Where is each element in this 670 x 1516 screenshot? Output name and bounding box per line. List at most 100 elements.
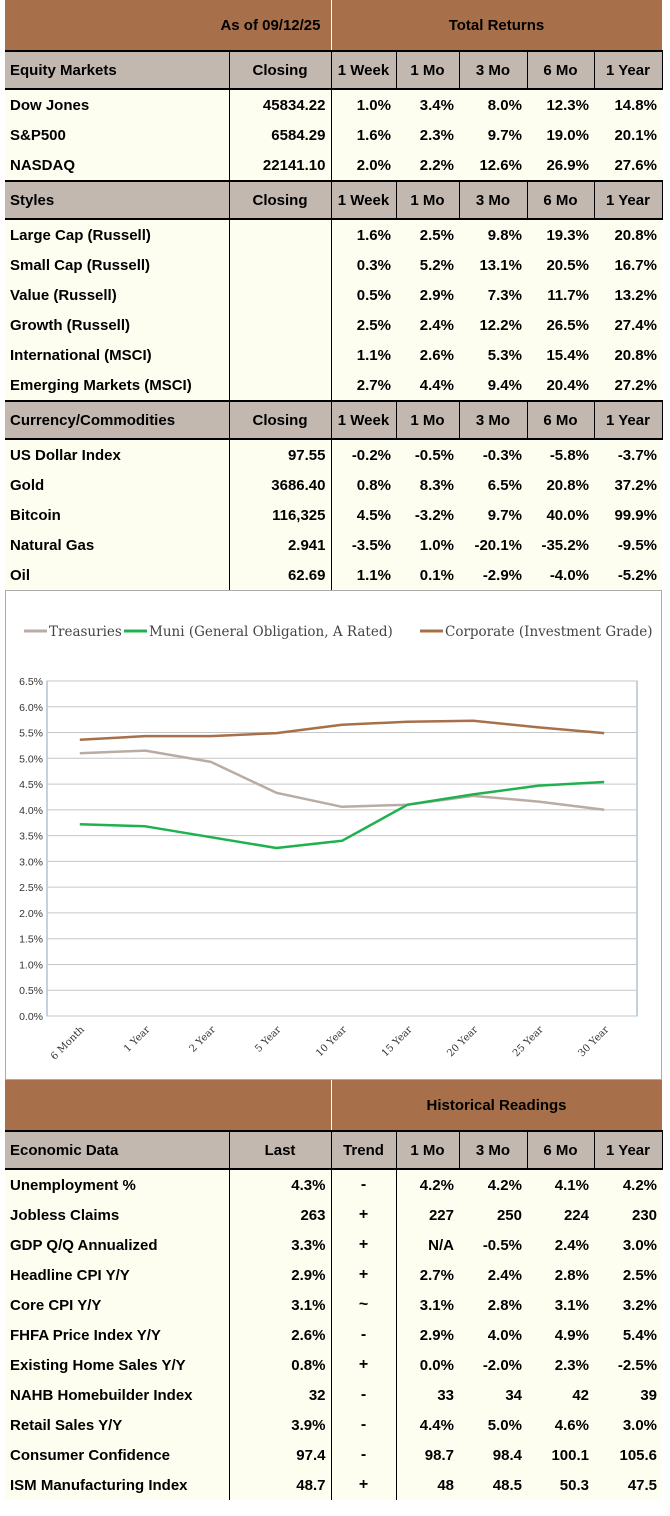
- table-row: Core CPI Y/Y 3.1% ~3.1% 2.8% 3.1% 3.2%: [5, 1290, 663, 1320]
- row-name: S&P500: [5, 120, 230, 150]
- historical-readings-table: Historical Readings Economic Data Last Tren…: [5, 1080, 663, 1500]
- banner-blank: [5, 1080, 332, 1131]
- historical-value: 2.5%: [594, 1260, 663, 1290]
- table-row: ISM Manufacturing Index 48.7 +48 48.5 50.3 47…: [5, 1470, 663, 1500]
- return-value: 0.1%: [396, 560, 459, 590]
- closing-header: Closing: [229, 50, 332, 90]
- return-value: -2.9%: [459, 560, 527, 590]
- row-name: Value (Russell): [5, 280, 230, 310]
- return-value: 7.3%: [459, 280, 527, 310]
- closing-value: [229, 219, 332, 250]
- return-value: 0.8%: [331, 470, 396, 500]
- x-tick-label: 2 Year: [188, 1024, 219, 1055]
- historical-value: N/A: [396, 1230, 459, 1260]
- table-row: Headline CPI Y/Y 2.9% +2.7% 2.4% 2.8% 2.5%: [5, 1260, 663, 1290]
- table-row: Jobless Claims 263 +227 250 224 230: [5, 1200, 663, 1230]
- row-name: Small Cap (Russell): [5, 250, 230, 280]
- table-row: GDP Q/Q Annualized 3.3% + N/A -0.5% 2.4% 3.0%: [5, 1230, 663, 1260]
- indicator-name: Consumer Confidence: [5, 1440, 230, 1470]
- period-header: 1 Mo: [396, 50, 460, 90]
- indicator-name: Retail Sales Y/Y: [5, 1410, 230, 1440]
- table-row: Bitcoin 116,325 4.5% -3.2% 9.7% 40.0% 99.9%: [5, 500, 662, 530]
- historical-value: 2.3%: [527, 1350, 594, 1380]
- trend-indicator: -: [331, 1320, 397, 1350]
- return-value: 6.5%: [459, 470, 527, 500]
- series-line-1: [79, 749, 605, 812]
- historical-value: 0.0%: [396, 1350, 459, 1380]
- indicator-name: Unemployment %: [5, 1169, 230, 1200]
- closing-value: 3686.40: [229, 470, 332, 500]
- trend-indicator: -: [331, 1380, 397, 1410]
- closing-header: Closing: [229, 180, 332, 220]
- historical-value: 224: [527, 1200, 594, 1230]
- historical-value: 2.7%: [396, 1260, 459, 1290]
- returns-banner: As of 09/12/25 Total Returns: [5, 0, 663, 51]
- row-name: Emerging Markets (MSCI): [5, 370, 230, 401]
- y-tick-label: 3.0%: [19, 856, 43, 868]
- historical-value: 42: [527, 1380, 594, 1410]
- y-tick-label: 6.5%: [19, 676, 43, 688]
- closing-value: [229, 370, 332, 401]
- closing-value: 2.941: [229, 530, 332, 560]
- historical-title: Historical Readings: [331, 1080, 663, 1131]
- period-header: 1 Year: [594, 400, 663, 440]
- return-value: 12.3%: [527, 89, 594, 120]
- period-header: 3 Mo: [459, 50, 528, 90]
- trend-indicator: +: [331, 1350, 397, 1380]
- return-value: 9.8%: [459, 219, 527, 250]
- return-value: 12.6%: [459, 150, 527, 181]
- return-value: 2.9%: [396, 280, 459, 310]
- period-header: 1 Week: [331, 400, 397, 440]
- section-header: Equity Markets Closing 1 Week 1 Mo 3 Mo 6 Mo 1…: [5, 50, 663, 90]
- historical-value: 98.7: [396, 1440, 459, 1470]
- return-value: 26.9%: [527, 150, 594, 181]
- last-value: 3.3%: [229, 1230, 332, 1260]
- return-value: 2.3%: [396, 120, 459, 150]
- indicator-name: Existing Home Sales Y/Y: [5, 1350, 230, 1380]
- return-value: 9.4%: [459, 370, 527, 401]
- historical-value: 5.4%: [594, 1320, 663, 1350]
- return-value: 27.2%: [594, 370, 662, 401]
- y-tick-label: 6.0%: [19, 702, 43, 714]
- y-tick-label: 4.5%: [19, 779, 43, 791]
- return-value: 2.6%: [396, 340, 459, 370]
- last-value: 4.3%: [229, 1169, 332, 1200]
- table-row: International (MSCI) 1.1% 2.6% 5.3% 15.4% 20.…: [5, 340, 662, 370]
- historical-value: 5.0%: [459, 1410, 527, 1440]
- return-value: -3.2%: [396, 500, 459, 530]
- table-row: Oil 62.69 1.1% 0.1% -2.9% -4.0% -5.2%: [5, 560, 662, 590]
- yield-curve-chart: Treasuries Muni (General Obligation, A Ra…: [5, 590, 662, 1080]
- historical-value: 2.8%: [527, 1260, 594, 1290]
- historical-value: 4.6%: [527, 1410, 594, 1440]
- last-value: 3.9%: [229, 1410, 332, 1440]
- indicator-name: Headline CPI Y/Y: [5, 1260, 230, 1290]
- section-title: Currency/Commodities: [5, 400, 230, 440]
- historical-value: 98.4: [459, 1440, 527, 1470]
- x-tick-label: 5 Year: [253, 1024, 284, 1055]
- report: As of 09/12/25 Total Returns Equity Market…: [5, 0, 663, 1500]
- historical-value: 3.1%: [527, 1290, 594, 1320]
- economic-data-header: Economic Data: [5, 1130, 230, 1170]
- closing-value: 45834.22: [229, 89, 332, 120]
- table-row: Unemployment % 4.3% -4.2% 4.2% 4.1% 4.2%: [5, 1169, 663, 1200]
- historical-value: 105.6: [594, 1440, 663, 1470]
- table-row: FHFA Price Index Y/Y 2.6% -2.9% 4.0% 4.9% 5.4…: [5, 1320, 663, 1350]
- indicator-name: GDP Q/Q Annualized: [5, 1230, 230, 1260]
- row-name: International (MSCI): [5, 340, 230, 370]
- return-value: 8.0%: [459, 89, 527, 120]
- series-line-3: [79, 719, 605, 742]
- historical-value: 33: [396, 1380, 459, 1410]
- x-tick-label: 20 Year: [445, 1024, 480, 1059]
- table-row: Consumer Confidence 97.4-98.7 98.4 100.1 105…: [5, 1440, 663, 1470]
- historical-header: Economic Data Last Trend 1 Mo 3 Mo 6 Mo 1 Year: [5, 1130, 663, 1170]
- trend-indicator: +: [331, 1230, 397, 1260]
- table-row: Natural Gas 2.941 -3.5% 1.0% -20.1% -35.2% -9.…: [5, 530, 662, 560]
- historical-value: 4.4%: [396, 1410, 459, 1440]
- return-value: 20.8%: [594, 219, 662, 250]
- historical-value: 3.2%: [594, 1290, 663, 1320]
- historical-value: 48.5: [459, 1470, 527, 1500]
- table-row: NAHB Homebuilder Index 32-33 34 42 39: [5, 1380, 663, 1410]
- historical-value: 2.4%: [527, 1230, 594, 1260]
- return-value: 11.7%: [527, 280, 594, 310]
- period-header: 1 Year: [594, 50, 663, 90]
